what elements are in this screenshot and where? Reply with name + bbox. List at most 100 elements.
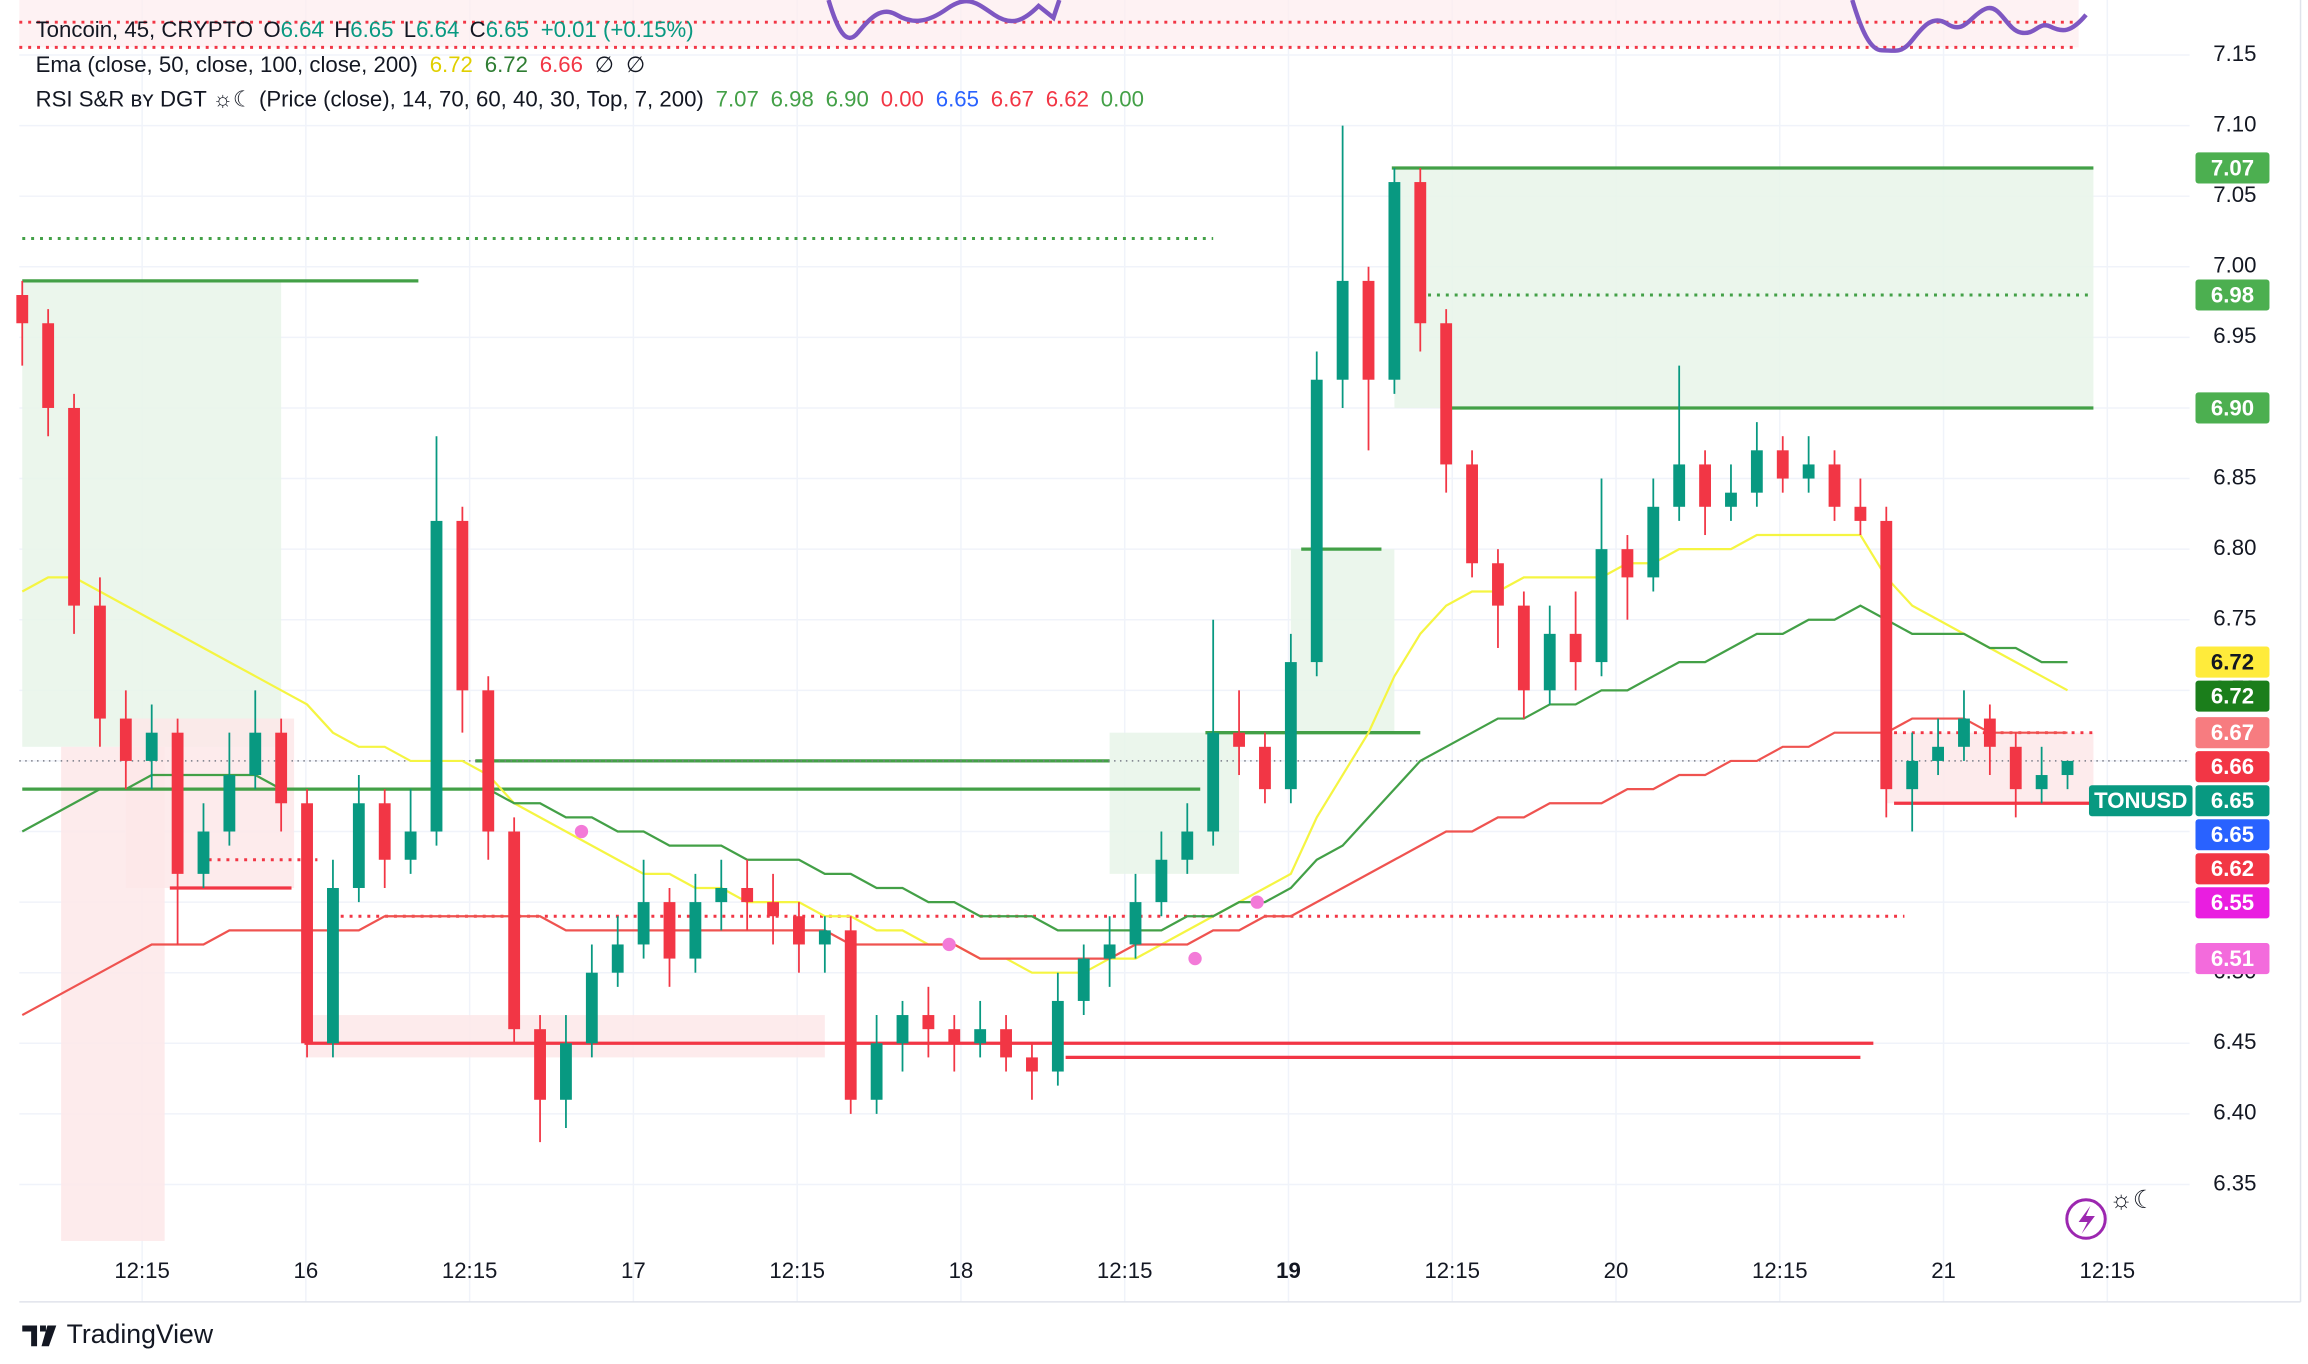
candle-body (275, 732, 288, 804)
price-tag (2195, 646, 2270, 678)
candle-body (1828, 464, 1841, 507)
y-tick-label: 6.85 (2213, 464, 2256, 489)
candle-body (1388, 182, 1401, 380)
price-tag (2195, 943, 2270, 975)
y-tick-label: 7.10 (2213, 111, 2256, 136)
legend-value: 6.65 (936, 86, 979, 111)
legend-name: Ema (close, 50, close, 100, close, 200) (36, 52, 418, 77)
candle-body (68, 407, 80, 606)
candle-body (922, 1015, 935, 1030)
candle-body (1595, 549, 1608, 663)
price-tag-label: 6.90 (2211, 395, 2254, 420)
candle-body (1362, 280, 1375, 380)
x-tick-label: 12:15 (1097, 1258, 1153, 1283)
candle-body (1233, 732, 1245, 747)
candle-body (1466, 464, 1478, 564)
candle-body (94, 605, 106, 719)
rsi-marker (574, 824, 589, 839)
legend-name: RSI S&R ʙʏ DGT ☼☾ (Price (close), 14, 70… (36, 86, 704, 111)
price-tag (2195, 785, 2270, 817)
zone (1290, 549, 1395, 733)
candle-body (663, 902, 676, 959)
legend-value: 6.72 (485, 52, 528, 77)
ema-line (21, 604, 2068, 932)
candle-body (223, 775, 236, 832)
zones (22, 167, 2094, 1241)
logo[interactable]: TradingView (22, 1319, 214, 1349)
zone (22, 280, 282, 747)
y-tick-label: 7.00 (2213, 253, 2256, 278)
zone (1394, 167, 2094, 408)
x-tick-label: 18 (949, 1258, 974, 1283)
candle-body (1181, 831, 1194, 860)
y-tick-label: 6.45 (2213, 1029, 2256, 1054)
candle-body (1983, 718, 1996, 747)
x-tick-label: 12:15 (442, 1258, 498, 1283)
legend-value: 6.66 (540, 52, 583, 77)
candle-body (1569, 633, 1582, 663)
legend-value: 6.62 (1046, 86, 1089, 111)
candle-body (2061, 760, 2074, 776)
candle-body (430, 520, 443, 832)
rsi-overlay (19, 0, 2088, 53)
rsi-marker (942, 937, 956, 952)
x-tick-label: 19 (1276, 1258, 1301, 1283)
logo-text[interactable]: TradingView (67, 1319, 214, 1349)
candle-body (1880, 520, 1893, 790)
candle-body (1310, 379, 1323, 663)
rsi-marker (1250, 895, 1264, 909)
x-tick-label: 16 (294, 1258, 319, 1283)
rsi-line (1850, 0, 2088, 53)
legend-value: 6.72 (430, 52, 473, 77)
candle-body (456, 520, 469, 691)
legend: Toncoin, 45, CRYPTO O6.64 H6.65 L6.64 C6.65 +… (36, 17, 1144, 112)
icon-bolt[interactable] (2078, 1205, 2095, 1234)
candle-body (793, 916, 805, 945)
candle-body (1673, 464, 1686, 507)
price-tag (2195, 853, 2270, 885)
candle-body (534, 1029, 546, 1100)
price-tag-label: 6.51 (2211, 946, 2254, 971)
candle-body (1647, 506, 1660, 578)
candle-body (1802, 464, 1815, 479)
zone (1109, 732, 1240, 874)
candle-body (1000, 1029, 1012, 1058)
price-tag (2195, 392, 2270, 424)
candle-body (818, 930, 831, 945)
price-tag-label: 6.62 (2211, 856, 2254, 881)
candle-body (327, 887, 339, 1044)
candle-body (611, 944, 624, 973)
candle-body (974, 1029, 987, 1044)
legend-value: 6.90 (826, 86, 869, 111)
candle-body (1129, 902, 1142, 945)
candle-body (896, 1015, 909, 1044)
candle-body (741, 887, 754, 903)
logo-mark[interactable] (22, 1325, 57, 1347)
price-tag-label: 6.98 (2211, 282, 2254, 307)
markers (574, 824, 1264, 966)
price-tag (2195, 751, 2270, 783)
price-tag-label: 6.72 (2211, 649, 2254, 674)
price-tag (2195, 279, 2270, 311)
candle-body (16, 295, 29, 324)
x-tick-label: 17 (621, 1258, 646, 1283)
candle-body (1103, 944, 1116, 959)
x-tick-label: 12:15 (2080, 1258, 2136, 1283)
legend-value: 6.64 (416, 17, 459, 42)
price-tag-label: 6.55 (2211, 890, 2254, 915)
candle-body (1517, 605, 1530, 691)
candle-body (2035, 775, 2048, 790)
candle-body (1932, 746, 1944, 761)
legend-value: 6.65 (350, 17, 393, 42)
x-tick-label: 12:15 (114, 1258, 170, 1283)
legend-value: ∅ (626, 52, 645, 77)
candle-body (767, 902, 779, 917)
legend-prefix: H (334, 17, 350, 42)
icon-circle[interactable] (2065, 1198, 2107, 1240)
y-tick-label: 6.35 (2213, 1170, 2256, 1195)
legend-value: 6.98 (771, 86, 814, 111)
candle-body (352, 803, 365, 888)
replay-icon[interactable] (2065, 1198, 2107, 1240)
